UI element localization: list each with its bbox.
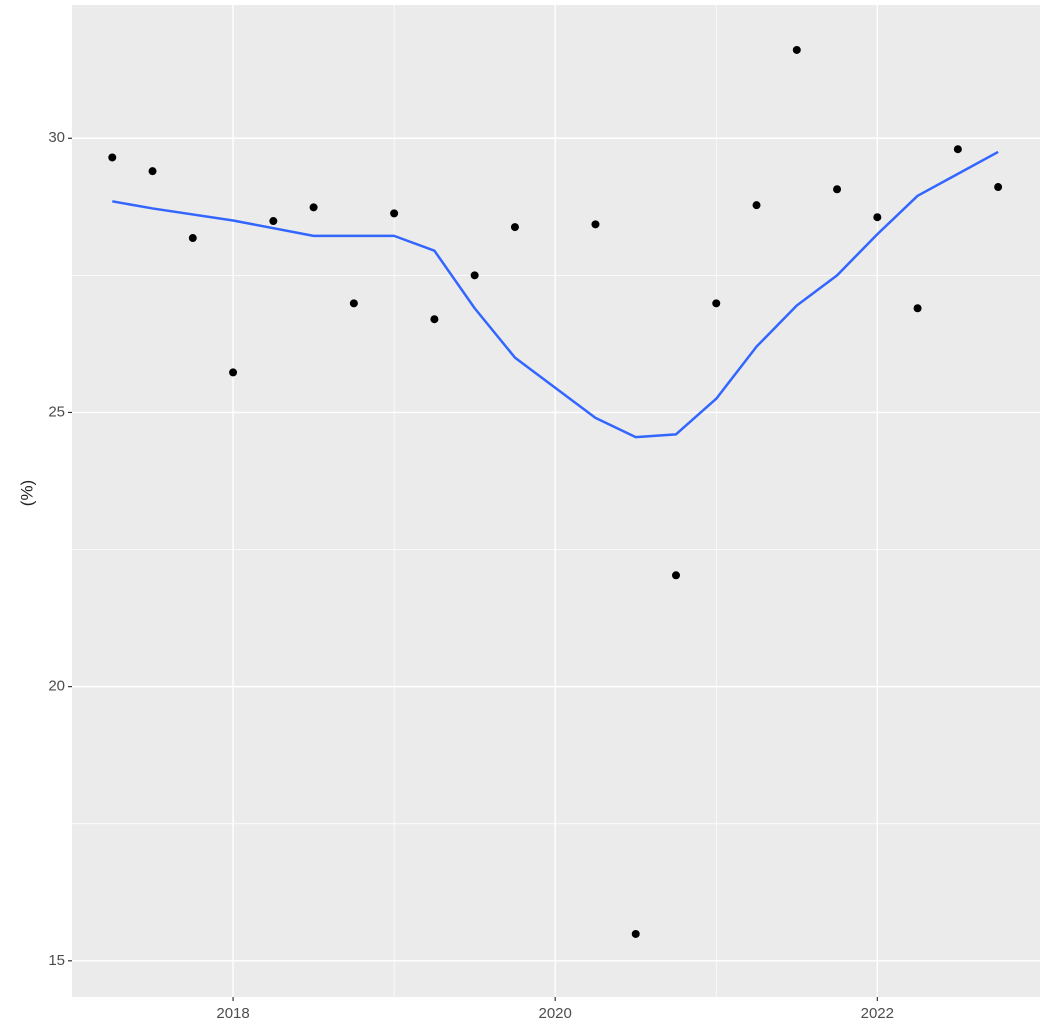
point	[591, 220, 600, 229]
point	[752, 201, 761, 210]
point	[873, 213, 882, 222]
y-tick-label: 25	[48, 403, 65, 420]
point	[108, 153, 117, 162]
point	[792, 45, 801, 54]
panel	[72, 5, 1040, 997]
y-tick-label: 30	[48, 129, 65, 146]
y-axis-label: (%)	[17, 480, 36, 506]
point	[631, 929, 640, 938]
smooth-line	[112, 150, 999, 439]
x-tick-label: 2018	[216, 1005, 249, 1021]
y-tick-label: 20	[48, 678, 65, 695]
point	[994, 183, 1003, 192]
point	[309, 203, 318, 212]
point	[913, 304, 922, 313]
point	[671, 571, 680, 580]
point	[269, 217, 278, 226]
point	[470, 271, 479, 280]
point	[349, 299, 358, 308]
point	[430, 315, 439, 324]
point	[188, 234, 197, 243]
point	[229, 368, 238, 377]
x-tick-label: 2020	[539, 1005, 572, 1021]
point	[712, 299, 721, 308]
point	[833, 185, 842, 194]
point	[510, 223, 519, 232]
point	[148, 167, 157, 176]
x-tick-label: 2022	[861, 1005, 894, 1021]
point	[390, 209, 399, 218]
point	[953, 145, 962, 154]
y-tick-label: 15	[48, 952, 65, 969]
